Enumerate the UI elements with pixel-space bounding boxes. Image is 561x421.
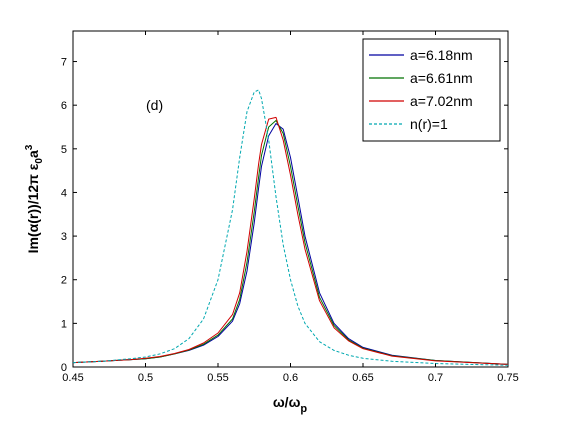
legend-entry-3: a=7.02nm bbox=[410, 93, 473, 109]
x-tick-label: 0.55 bbox=[207, 372, 228, 384]
y-tick-label: 2 bbox=[61, 275, 67, 287]
series-layer bbox=[72, 89, 509, 366]
x-axis-label-main: ω/ω bbox=[273, 394, 301, 410]
y-axis-label-sup: 3 bbox=[24, 144, 35, 150]
y-axis-label-main: Im(α(r))/12π ε bbox=[25, 163, 41, 253]
x-tick-label: 0.6 bbox=[283, 372, 298, 384]
legend-entry-4: n(r)=1 bbox=[410, 116, 448, 132]
x-axis-label: ω/ωp bbox=[273, 394, 308, 415]
y-tick-label: 6 bbox=[61, 100, 67, 112]
x-tick-label: 0.65 bbox=[352, 372, 373, 384]
legend: a=6.18nm a=6.61nm a=7.02nm n(r)=1 bbox=[362, 38, 501, 142]
legend-entry-1: a=6.18nm bbox=[410, 47, 473, 63]
legend-entry-2: a=6.61nm bbox=[410, 70, 473, 86]
x-tick-label: 0.5 bbox=[138, 372, 153, 384]
series-line-3 bbox=[72, 116, 509, 365]
annotation-label: (d) bbox=[146, 97, 163, 113]
y-tick-label: 0 bbox=[61, 362, 67, 374]
x-tick-label: 0.7 bbox=[428, 372, 443, 384]
y-tick-label: 4 bbox=[61, 187, 67, 199]
x-axis-label-sub: p bbox=[300, 403, 307, 415]
y-tick-label: 1 bbox=[61, 318, 67, 330]
x-tick-label: 0.75 bbox=[497, 372, 518, 384]
y-axis-label: Im(α(r))/12π ε0a3 bbox=[24, 144, 45, 253]
x-tick-label: 0.45 bbox=[62, 372, 83, 384]
series-line-4 bbox=[72, 89, 509, 366]
y-tick-label: 3 bbox=[61, 231, 67, 243]
y-tick-label: 7 bbox=[61, 57, 67, 69]
legend-items: a=6.18nm a=6.61nm a=7.02nm n(r)=1 bbox=[369, 47, 473, 132]
y-axis-label-tail: a bbox=[25, 150, 41, 158]
y-axis-label-sub: 0 bbox=[34, 158, 45, 164]
y-tick-label: 5 bbox=[61, 144, 67, 156]
tick-group: 0.45 0.5 0.55 0.6 0.65 0.7 0.75 0 1 2 3 4 5 6 7 bbox=[61, 31, 519, 384]
